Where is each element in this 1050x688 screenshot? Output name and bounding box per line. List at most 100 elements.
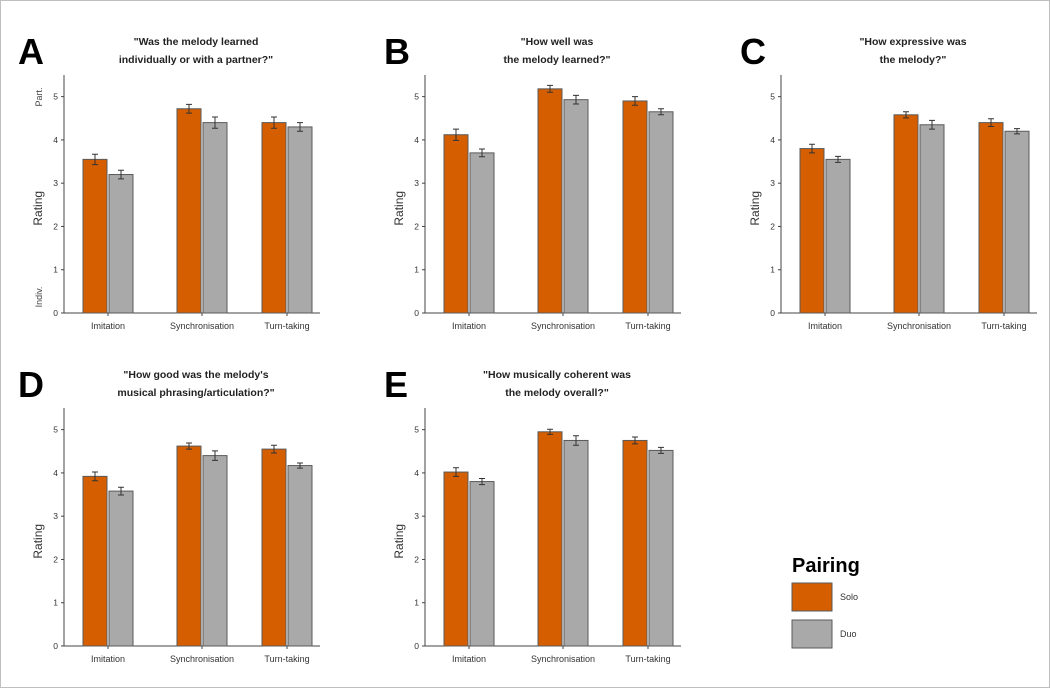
x-tick-label-a-2: Turn-taking (264, 321, 309, 331)
panel-title-e-line-1: "How musically coherent was (483, 369, 631, 381)
y-tick-label-a-2: 2 (53, 221, 58, 231)
error-bar-b-solo-1 (547, 84, 553, 93)
panel-title-b-line-2: the melody learned?" (503, 54, 610, 66)
bar-c-solo-0 (799, 148, 825, 314)
legend-label-solo: Solo (840, 592, 858, 602)
bar-e-solo-1 (537, 431, 563, 647)
y-tick-label-c-0: 0 (770, 308, 775, 318)
panel-letter-b: B (384, 31, 410, 72)
y-anchor-top-label-a: Part. (34, 87, 44, 106)
bar-b-duo-1 (563, 99, 589, 314)
error-bar-c-solo-0 (809, 143, 815, 154)
bar-b-solo-1 (537, 88, 563, 314)
bar-e-solo-0 (443, 471, 469, 647)
panel-title-a-line-1: "Was the melody learned (134, 36, 259, 48)
error-bar-e-duo-0 (479, 478, 485, 486)
x-tick-label-b-0: Imitation (452, 321, 486, 331)
error-bar-d-solo-1 (186, 442, 192, 450)
y-axis-label-a: Rating (31, 191, 45, 226)
bar-d-duo-1 (202, 455, 228, 647)
x-tick-label-c-0: Imitation (808, 321, 842, 331)
bar-e-duo-1 (563, 439, 589, 647)
y-tick-label-a-1: 1 (53, 265, 58, 275)
bar-c-solo-1 (893, 114, 919, 314)
panel-title-c-line-2: the melody?" (880, 54, 947, 66)
panel-title-d-line-2: musical phrasing/articulation?" (117, 387, 274, 399)
x-tick-label-e-1: Synchronisation (531, 654, 595, 664)
error-bar-b-solo-0 (453, 128, 459, 141)
y-axis-label-b: Rating (392, 191, 406, 226)
error-bar-a-duo-1 (212, 116, 218, 129)
y-tick-label-a-3: 3 (53, 178, 58, 188)
error-bar-a-solo-0 (92, 153, 98, 166)
bar-c-duo-1 (919, 124, 945, 314)
x-tick-label-a-1: Synchronisation (170, 321, 234, 331)
x-tick-label-d-2: Turn-taking (264, 654, 309, 664)
y-tick-label-c-5: 5 (770, 92, 775, 102)
y-tick-label-b-2: 2 (414, 221, 419, 231)
bar-a-duo-1 (202, 122, 228, 314)
y-tick-label-d-3: 3 (53, 511, 58, 521)
x-tick-label-b-1: Synchronisation (531, 321, 595, 331)
bar-c-solo-2 (978, 122, 1004, 314)
panel-letter-e: E (384, 364, 408, 405)
legend-label-duo: Duo (840, 629, 857, 639)
y-tick-label-d-2: 2 (53, 554, 58, 564)
error-bar-c-solo-1 (903, 111, 909, 119)
x-tick-label-c-2: Turn-taking (981, 321, 1026, 331)
bar-d-duo-0 (108, 490, 134, 647)
y-tick-label-d-0: 0 (53, 641, 58, 651)
bar-b-duo-2 (648, 111, 674, 314)
error-bar-e-solo-1 (547, 428, 553, 435)
error-bar-c-duo-0 (835, 155, 841, 163)
error-bar-e-duo-1 (573, 435, 579, 446)
legend-swatch-solo (791, 582, 833, 612)
bar-d-duo-2 (287, 465, 313, 647)
y-axis-label-d: Rating (31, 524, 45, 559)
bar-a-solo-0 (82, 158, 108, 314)
y-tick-label-b-1: 1 (414, 265, 419, 275)
panel-letter-d: D (18, 364, 44, 405)
panel-letter-c: C (740, 31, 766, 72)
bar-d-solo-1 (176, 445, 202, 647)
bar-c-duo-0 (825, 158, 851, 314)
panel-title-c-line-1: "How expressive was (859, 36, 966, 48)
bar-b-duo-0 (469, 152, 495, 314)
y-tick-label-c-1: 1 (770, 265, 775, 275)
error-bar-b-duo-1 (573, 94, 579, 105)
legend-swatch-duo (791, 619, 833, 649)
y-tick-label-b-0: 0 (414, 308, 419, 318)
y-tick-label-d-4: 4 (53, 468, 58, 478)
y-tick-label-b-4: 4 (414, 135, 419, 145)
y-axis-label-e: Rating (392, 524, 406, 559)
error-bar-e-duo-2 (658, 446, 664, 454)
bar-a-duo-2 (287, 126, 313, 314)
bar-e-duo-2 (648, 449, 674, 647)
x-tick-label-d-0: Imitation (91, 654, 125, 664)
error-bar-d-duo-0 (118, 486, 124, 496)
x-tick-label-b-2: Turn-taking (625, 321, 670, 331)
y-tick-label-c-2: 2 (770, 221, 775, 231)
error-bar-e-solo-2 (632, 436, 638, 445)
bar-e-duo-0 (469, 481, 495, 647)
y-tick-label-e-4: 4 (414, 468, 419, 478)
y-tick-label-a-5: 5 (53, 92, 58, 102)
error-bar-d-duo-2 (297, 462, 303, 469)
bar-d-solo-0 (82, 475, 108, 647)
bar-e-solo-2 (622, 439, 648, 647)
y-tick-label-a-0: 0 (53, 308, 58, 318)
error-bar-c-solo-2 (988, 118, 994, 127)
bar-b-solo-2 (622, 100, 648, 314)
y-tick-label-e-2: 2 (414, 554, 419, 564)
error-bar-d-solo-2 (271, 444, 277, 454)
panel-title-a-line-2: individually or with a partner?" (119, 54, 273, 66)
bar-a-duo-0 (108, 174, 134, 314)
y-tick-label-d-5: 5 (53, 425, 58, 435)
error-bar-a-duo-2 (297, 122, 303, 132)
y-tick-label-a-4: 4 (53, 135, 58, 145)
y-tick-label-b-3: 3 (414, 178, 419, 188)
x-tick-label-a-0: Imitation (91, 321, 125, 331)
x-tick-label-e-0: Imitation (452, 654, 486, 664)
